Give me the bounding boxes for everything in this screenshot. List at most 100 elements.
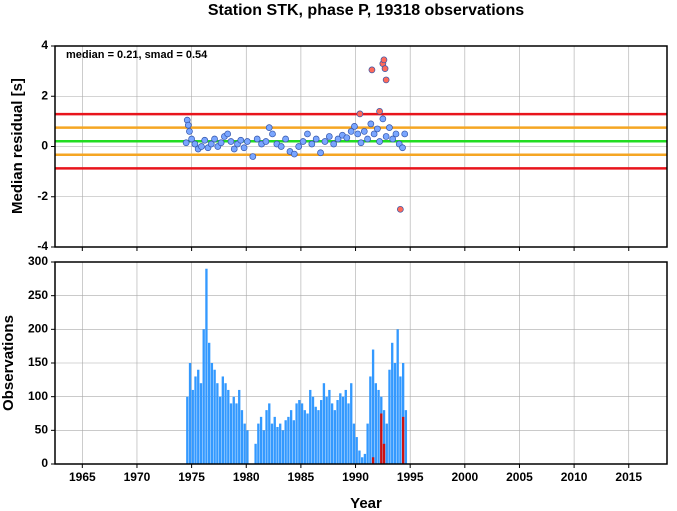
y-tick-label: -2 (37, 189, 48, 203)
x-tick-label: 1965 (69, 470, 96, 484)
x-tick-label: 1985 (288, 470, 315, 484)
bar (399, 376, 402, 464)
y-tick-label: 2 (41, 88, 48, 102)
bar (347, 403, 350, 464)
point (253, 135, 261, 143)
point (304, 130, 311, 138)
bar (320, 400, 323, 464)
point (401, 130, 409, 138)
bar (229, 403, 233, 464)
point (334, 135, 342, 143)
x-tick-label: 2005 (506, 470, 533, 484)
bar (369, 376, 372, 464)
point (299, 138, 307, 145)
point (376, 138, 383, 145)
bar (284, 420, 287, 464)
bar (289, 410, 293, 464)
bar (339, 393, 342, 464)
bar (401, 416, 405, 464)
point (379, 115, 387, 123)
point (262, 138, 270, 145)
bar (377, 389, 380, 464)
point (347, 128, 355, 135)
bar (298, 400, 301, 464)
point (290, 150, 298, 158)
plot-frame (54, 45, 668, 248)
y-tick-label: 0 (41, 456, 48, 470)
bar (366, 423, 369, 464)
bar (221, 376, 224, 464)
bar (188, 363, 192, 464)
bar (287, 416, 290, 464)
bar (322, 383, 326, 464)
point (317, 149, 324, 157)
point (227, 138, 235, 145)
y-tick-label: 200 (28, 322, 48, 336)
bar (216, 383, 219, 464)
bar (268, 403, 271, 464)
bar (404, 410, 408, 464)
bar (385, 423, 388, 464)
x-tick-label: 1975 (178, 470, 205, 484)
bar (333, 410, 337, 464)
chart-title: Station STK, phase P, 19318 observations (208, 2, 524, 19)
point (182, 139, 190, 147)
y-tick-label: 100 (28, 389, 48, 403)
bar (391, 342, 394, 464)
bar (358, 450, 361, 464)
bar (240, 410, 244, 464)
bar (396, 329, 399, 464)
bar (317, 410, 320, 464)
bar (224, 383, 227, 464)
bar (213, 369, 216, 464)
bar (363, 453, 367, 464)
point (399, 144, 406, 152)
bar (352, 423, 356, 464)
x-tick-label: 2015 (615, 470, 642, 484)
point (188, 135, 195, 143)
point (370, 130, 378, 138)
point (321, 138, 329, 145)
bar (361, 457, 364, 464)
bar (401, 363, 405, 464)
point (230, 145, 238, 153)
bar (186, 396, 189, 464)
x-tick-label: 1990 (342, 470, 369, 484)
bar (330, 403, 334, 464)
bar (259, 416, 263, 464)
bar (238, 389, 241, 464)
x-tick-label: 2010 (561, 470, 588, 484)
bar (300, 403, 304, 464)
point (191, 140, 199, 148)
bar (265, 410, 268, 464)
bar (303, 410, 306, 464)
bar (276, 426, 279, 464)
bar (371, 457, 375, 464)
point (308, 140, 316, 148)
bar (309, 389, 312, 464)
bar (246, 430, 249, 464)
y-tick-label: 300 (28, 254, 48, 268)
bar (262, 430, 265, 464)
bar (191, 389, 194, 464)
point (364, 135, 371, 143)
bar (197, 369, 200, 464)
point (392, 130, 400, 138)
y-tick-label: -4 (37, 239, 48, 253)
point (186, 128, 193, 135)
bar (194, 376, 197, 464)
x-tick-label: 1995 (397, 470, 424, 484)
point (243, 138, 251, 145)
bar (311, 396, 315, 464)
point (237, 136, 245, 144)
bar (232, 396, 235, 464)
plot-frame (54, 261, 668, 465)
point (277, 143, 285, 150)
bar (314, 406, 317, 464)
point (217, 139, 225, 147)
bar (199, 383, 203, 464)
point (325, 133, 333, 140)
point (368, 66, 376, 74)
point (351, 123, 358, 130)
